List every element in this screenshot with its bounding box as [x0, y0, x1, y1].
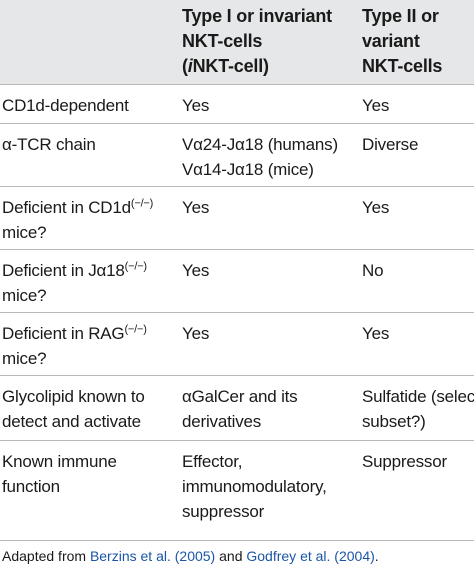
- row-label-line1: Known immune: [2, 452, 117, 471]
- row-label: α-TCR chain: [2, 135, 96, 154]
- row-type1-value: Yes: [182, 198, 210, 217]
- table-row-cd1d-deficient: Deficient in CD1d(−/−) mice? Yes Yes: [0, 187, 474, 250]
- footnote-prefix: Adapted from: [2, 548, 90, 564]
- row-type1-line1: Effector,: [182, 452, 243, 471]
- footnote-suffix: .: [374, 548, 379, 564]
- row-type1-line2: Vα14-Jα18 (mice): [182, 160, 314, 179]
- row-type1-value: Yes: [182, 261, 210, 280]
- row-type1-value: Yes: [182, 96, 210, 115]
- footnote-divider: [0, 540, 474, 541]
- row-label-line1: Deficient in Jα18(−/−): [2, 260, 147, 280]
- row-type2-value: Yes: [362, 324, 390, 343]
- row-label: Glycolipid known to detect and activate: [2, 384, 145, 434]
- header-type2-line1: Type II or: [362, 6, 439, 26]
- row-type2-value: Sulfatide (select subset?): [362, 384, 474, 434]
- row-label-line1: Glycolipid known to: [2, 387, 145, 406]
- table-row-rag-deficient: Deficient in RAG(−/−) mice? Yes Yes: [0, 313, 474, 376]
- reference-link-godfrey[interactable]: Godfrey et al. (2004): [246, 548, 375, 564]
- row-type1-value: Vα24-Jα18 (humans) Vα14-Jα18 (mice): [182, 132, 338, 182]
- table-row-glycolipid: Glycolipid known to detect and activate …: [0, 376, 474, 441]
- header-type1-line2: NKT-cells: [182, 31, 263, 51]
- row-label: Deficient in RAG(−/−) mice?: [2, 321, 147, 371]
- header-type1: Type I or invariant NKT-cells (iNKT-cell…: [182, 4, 332, 79]
- reference-link-berzins[interactable]: Berzins et al. (2005): [89, 548, 216, 564]
- row-type2-value: Diverse: [362, 135, 419, 154]
- row-label-line1: Deficient in RAG(−/−): [2, 323, 147, 343]
- row-label: Deficient in CD1d(−/−) mice?: [2, 195, 153, 245]
- header-italic-i: i: [187, 56, 193, 76]
- row-type1-line2: derivatives: [182, 412, 262, 431]
- superscript: (−/−): [130, 197, 154, 210]
- row-type1-line1: αGalCer and its: [182, 387, 298, 406]
- row-label-line2: mice?: [2, 349, 47, 368]
- row-type1-value: Yes: [182, 324, 210, 343]
- header-type1-line1: Type I or invariant: [182, 6, 332, 26]
- nkt-comparison-table: Type I or invariant NKT-cells (iNKT-cell…: [0, 0, 474, 531]
- table-header-row: Type I or invariant NKT-cells (iNKT-cell…: [0, 0, 474, 85]
- row-type2-line1: Sulfatide (select: [362, 387, 474, 406]
- row-type2-line2: subset?): [362, 412, 426, 431]
- row-label-line1: Deficient in CD1d(−/−): [2, 197, 154, 217]
- header-type2-line2: variant: [362, 31, 420, 51]
- header-type2-line3: NKT-cells: [362, 56, 443, 76]
- row-type1-line3: suppressor: [182, 502, 265, 521]
- row-label: Deficient in Jα18(−/−) mice?: [2, 258, 147, 308]
- row-label-line2: detect and activate: [2, 412, 141, 431]
- superscript: (−/−): [124, 260, 147, 273]
- row-type2-value: Yes: [362, 198, 390, 217]
- table-footnote: Adapted from Berzins et al. (2005) and G…: [2, 547, 379, 565]
- row-label-line2: function: [2, 477, 60, 496]
- header-background: [0, 0, 474, 84]
- row-label: CD1d-dependent: [2, 96, 129, 115]
- footnote-middle: and: [215, 548, 247, 564]
- row-type1-value: Effector, immunomodulatory, suppressor: [182, 449, 327, 524]
- row-type1-line1: Vα24-Jα18 (humans): [182, 135, 338, 154]
- row-label: Known immune function: [2, 449, 117, 499]
- table-row-immune-function: Known immune function Effector, immunomo…: [0, 441, 474, 531]
- superscript: (−/−): [124, 323, 147, 336]
- row-label-line2: mice?: [2, 223, 47, 242]
- row-label-line2: mice?: [2, 286, 47, 305]
- table-row-tcr-chain: α-TCR chain Vα24-Jα18 (humans) Vα14-Jα18…: [0, 124, 474, 187]
- row-type1-line2: immunomodulatory,: [182, 477, 327, 496]
- table-row-ja18-deficient: Deficient in Jα18(−/−) mice? Yes No: [0, 250, 474, 313]
- row-type2-value: No: [362, 261, 384, 280]
- header-type1-line3: (iNKT-cell): [182, 56, 269, 76]
- table-row-cd1d-dependent: CD1d-dependent Yes Yes: [0, 85, 474, 124]
- header-type2: Type II or variant NKT-cells: [362, 4, 442, 79]
- row-type2-value: Suppressor: [362, 452, 447, 471]
- row-type2-value: Yes: [362, 96, 390, 115]
- row-type1-value: αGalCer and its derivatives: [182, 384, 298, 434]
